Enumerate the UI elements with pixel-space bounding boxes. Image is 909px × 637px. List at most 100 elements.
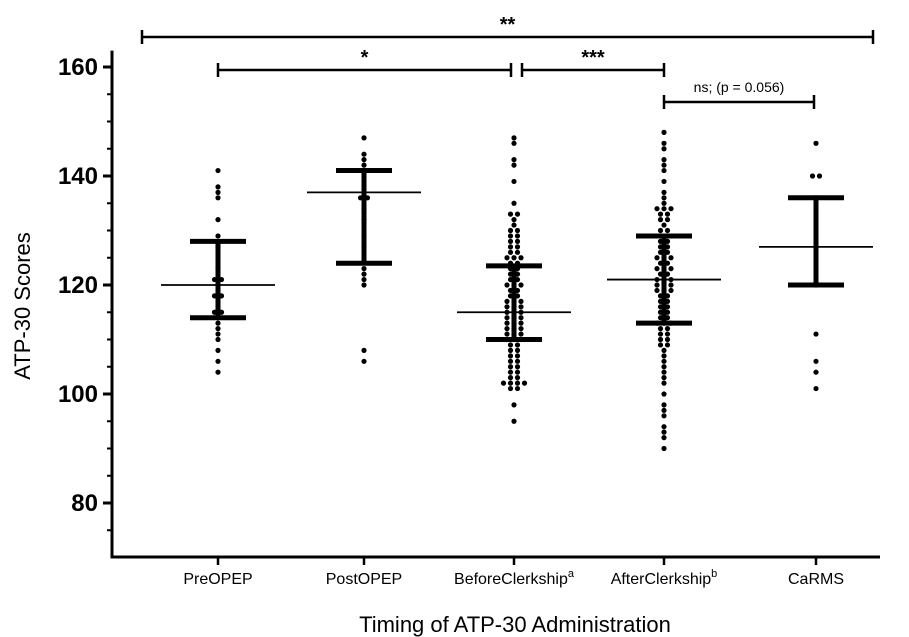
data-point xyxy=(664,227,671,234)
y-tick-label: 80 xyxy=(71,490,98,517)
data-point xyxy=(668,266,674,272)
data-point xyxy=(661,157,667,163)
data-point xyxy=(514,358,521,364)
data-point xyxy=(507,342,514,348)
data-point xyxy=(361,282,367,288)
data-point xyxy=(816,173,823,179)
data-point xyxy=(511,140,517,146)
data-point xyxy=(661,407,667,413)
data-point xyxy=(511,200,517,206)
significance-label: ns; (p = 0.056) xyxy=(694,79,785,95)
data-point xyxy=(504,255,510,261)
significance-label: *** xyxy=(581,47,605,69)
data-point xyxy=(514,244,521,250)
data-point xyxy=(514,342,521,348)
data-point xyxy=(661,189,667,195)
data-point xyxy=(507,380,514,386)
data-point xyxy=(813,385,819,392)
data-point xyxy=(661,369,667,375)
data-point xyxy=(511,162,517,168)
data-point xyxy=(361,135,367,141)
y-axis-label: ATP-30 Scores xyxy=(10,232,35,380)
x-ticks: PreOPEP PostOPEP BeforeClerkshipa AfterCler… xyxy=(183,557,844,588)
data-point xyxy=(511,217,517,223)
data-point xyxy=(507,249,514,255)
data-point xyxy=(215,195,221,201)
data-point xyxy=(521,380,528,386)
data-point xyxy=(661,206,667,212)
data-point xyxy=(661,178,667,185)
data-point xyxy=(514,364,521,370)
data-point xyxy=(518,331,524,337)
data-point xyxy=(511,255,517,261)
data-point xyxy=(813,369,819,375)
data-point xyxy=(661,146,667,152)
data-point xyxy=(215,320,221,326)
data-point xyxy=(215,336,221,343)
data-point xyxy=(514,249,521,255)
data-point xyxy=(511,178,517,185)
data-point xyxy=(514,238,521,244)
data-point xyxy=(654,282,660,288)
data-point xyxy=(661,435,667,441)
data-point xyxy=(518,298,524,304)
data-point xyxy=(518,304,524,310)
data-point xyxy=(215,331,221,337)
data-point xyxy=(215,326,221,332)
data-point xyxy=(511,222,517,228)
y-tick-label: 120 xyxy=(58,272,98,299)
data-point xyxy=(654,266,660,272)
data-point xyxy=(514,353,521,359)
data-point xyxy=(361,162,367,168)
data-point xyxy=(511,157,517,163)
data-point xyxy=(668,287,674,294)
data-point xyxy=(661,200,667,206)
y-tick-label: 100 xyxy=(58,381,98,408)
data-point xyxy=(215,358,221,364)
data-point xyxy=(657,211,664,217)
data-point xyxy=(661,413,667,419)
data-point xyxy=(654,206,660,212)
data-point xyxy=(661,375,667,381)
data-point xyxy=(668,255,674,261)
data-point xyxy=(507,364,514,370)
data-point xyxy=(504,298,510,304)
data-point xyxy=(661,429,667,435)
data-point xyxy=(661,391,667,397)
data-point xyxy=(215,217,221,223)
data-point xyxy=(507,385,514,392)
y-tick-label: 140 xyxy=(58,163,98,190)
data-point xyxy=(657,342,664,348)
significance-label: ** xyxy=(500,14,516,36)
data-point xyxy=(504,326,510,332)
data-point xyxy=(661,353,667,359)
data-point xyxy=(668,282,674,288)
data-point xyxy=(661,129,667,135)
data-point xyxy=(507,353,514,359)
data-point xyxy=(661,162,667,168)
data-point xyxy=(511,402,517,408)
data-point xyxy=(661,195,667,201)
data-point xyxy=(215,233,221,239)
x-tick-label: BeforeClerkshipa xyxy=(454,568,575,588)
data-point xyxy=(657,336,664,343)
x-tick-label: CaRMS xyxy=(788,571,844,588)
data-point xyxy=(504,282,510,288)
data-point xyxy=(514,375,521,381)
data-point xyxy=(514,227,521,234)
y-ticks: 80 100 120 140 160 xyxy=(58,54,112,532)
data-point xyxy=(215,369,221,375)
data-point xyxy=(504,331,510,337)
data-point xyxy=(518,282,524,288)
data-point xyxy=(504,315,510,321)
data-point xyxy=(514,380,521,386)
x-tick-label: AfterClerkshipb xyxy=(611,568,718,588)
data-point xyxy=(654,255,660,261)
data-point xyxy=(661,364,667,370)
data-point xyxy=(361,157,367,163)
data-point xyxy=(215,167,221,174)
data-point xyxy=(668,206,674,212)
data-point xyxy=(661,167,667,174)
data-point xyxy=(514,385,521,392)
